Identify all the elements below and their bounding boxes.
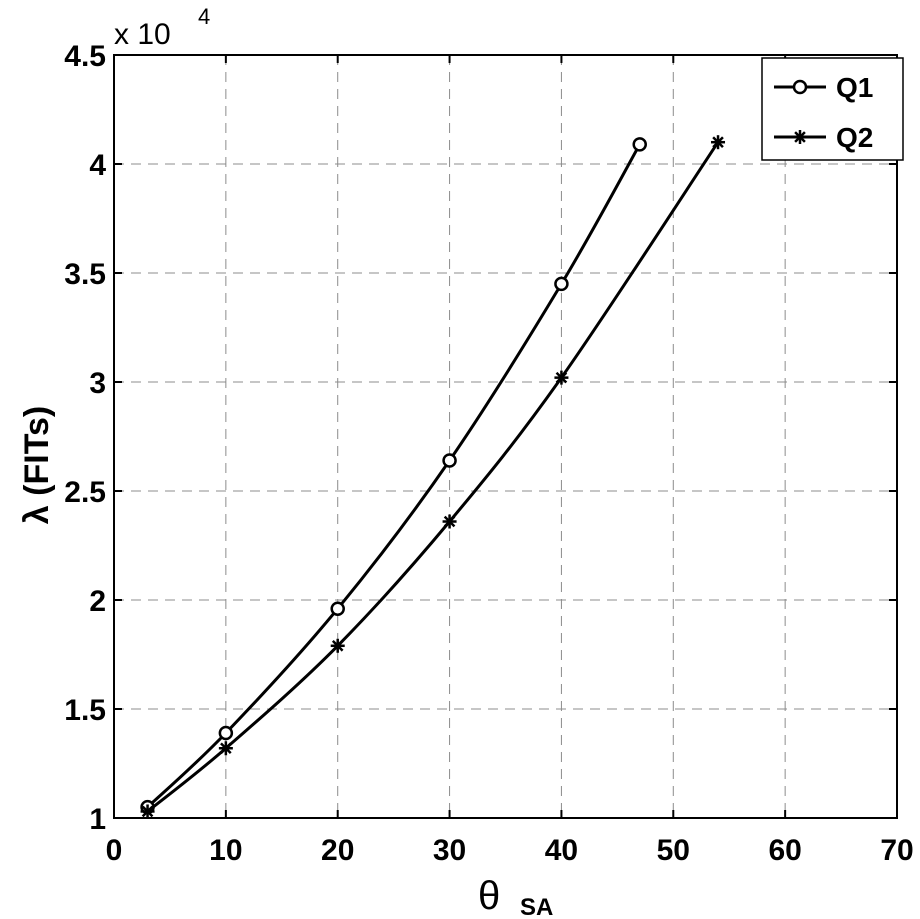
legend-marker-q2 [793,130,807,144]
x-tick-label: 70 [880,834,913,867]
y-tick-label: 1 [89,803,106,836]
plot-area-frame [113,54,898,819]
data-point-q2 [442,514,457,529]
series-line-q2 [146,141,720,813]
x-tick-label: 0 [106,834,123,867]
legend-item-q1: Q1 [774,72,873,103]
legend-label-q1: Q1 [836,72,873,103]
data-point-q1 [218,725,234,741]
legend-label-q2: Q2 [836,122,873,153]
data-point-q2 [330,638,345,653]
x-tick-label: 20 [321,834,354,867]
x-axis-label-subscript: SA [520,894,553,919]
y-axis-label: λ (FITs) [18,406,56,524]
series-group [140,135,726,819]
axis-ticks: 0 10 20 30 40 50 60 70 1 1.5 2 2.5 3 3.5 4 4.5 [64,40,913,867]
data-point-q2 [140,804,155,819]
x-tick-label: 50 [657,834,690,867]
data-point-q1 [632,137,647,152]
x-tick-label: 30 [433,834,466,867]
data-point-q1 [442,453,457,468]
x-tick-label: 60 [768,834,801,867]
series-q1 [140,137,647,815]
y-tick-label: 1.5 [64,694,106,727]
y-multiplier-exponent: 4 [198,4,210,29]
series-q2 [140,135,726,819]
grid [114,55,897,818]
data-point-q2 [554,370,569,385]
y-tick-label: 3 [89,367,106,400]
y-tick-label: 2.5 [64,476,106,509]
data-point-q2 [218,741,233,756]
data-point-q1 [330,601,345,616]
x-tick-label: 40 [545,834,578,867]
legend: Q1 Q2 [761,57,904,161]
y-tick-label: 4.5 [64,40,106,73]
data-point-q1 [554,276,569,292]
legend-box [761,57,904,161]
legend-marker-q1 [792,79,808,95]
x-axis-label: θ [478,874,500,918]
y-tick-label: 3.5 [64,258,106,291]
x-tick-label: 10 [209,834,242,867]
series-line-q1 [146,143,642,809]
legend-item-q2: Q2 [774,122,873,153]
y-multiplier: x 10 [114,18,171,51]
y-tick-label: 2 [89,585,106,618]
y-tick-label: 4 [89,149,106,182]
data-point-q2 [711,135,726,150]
